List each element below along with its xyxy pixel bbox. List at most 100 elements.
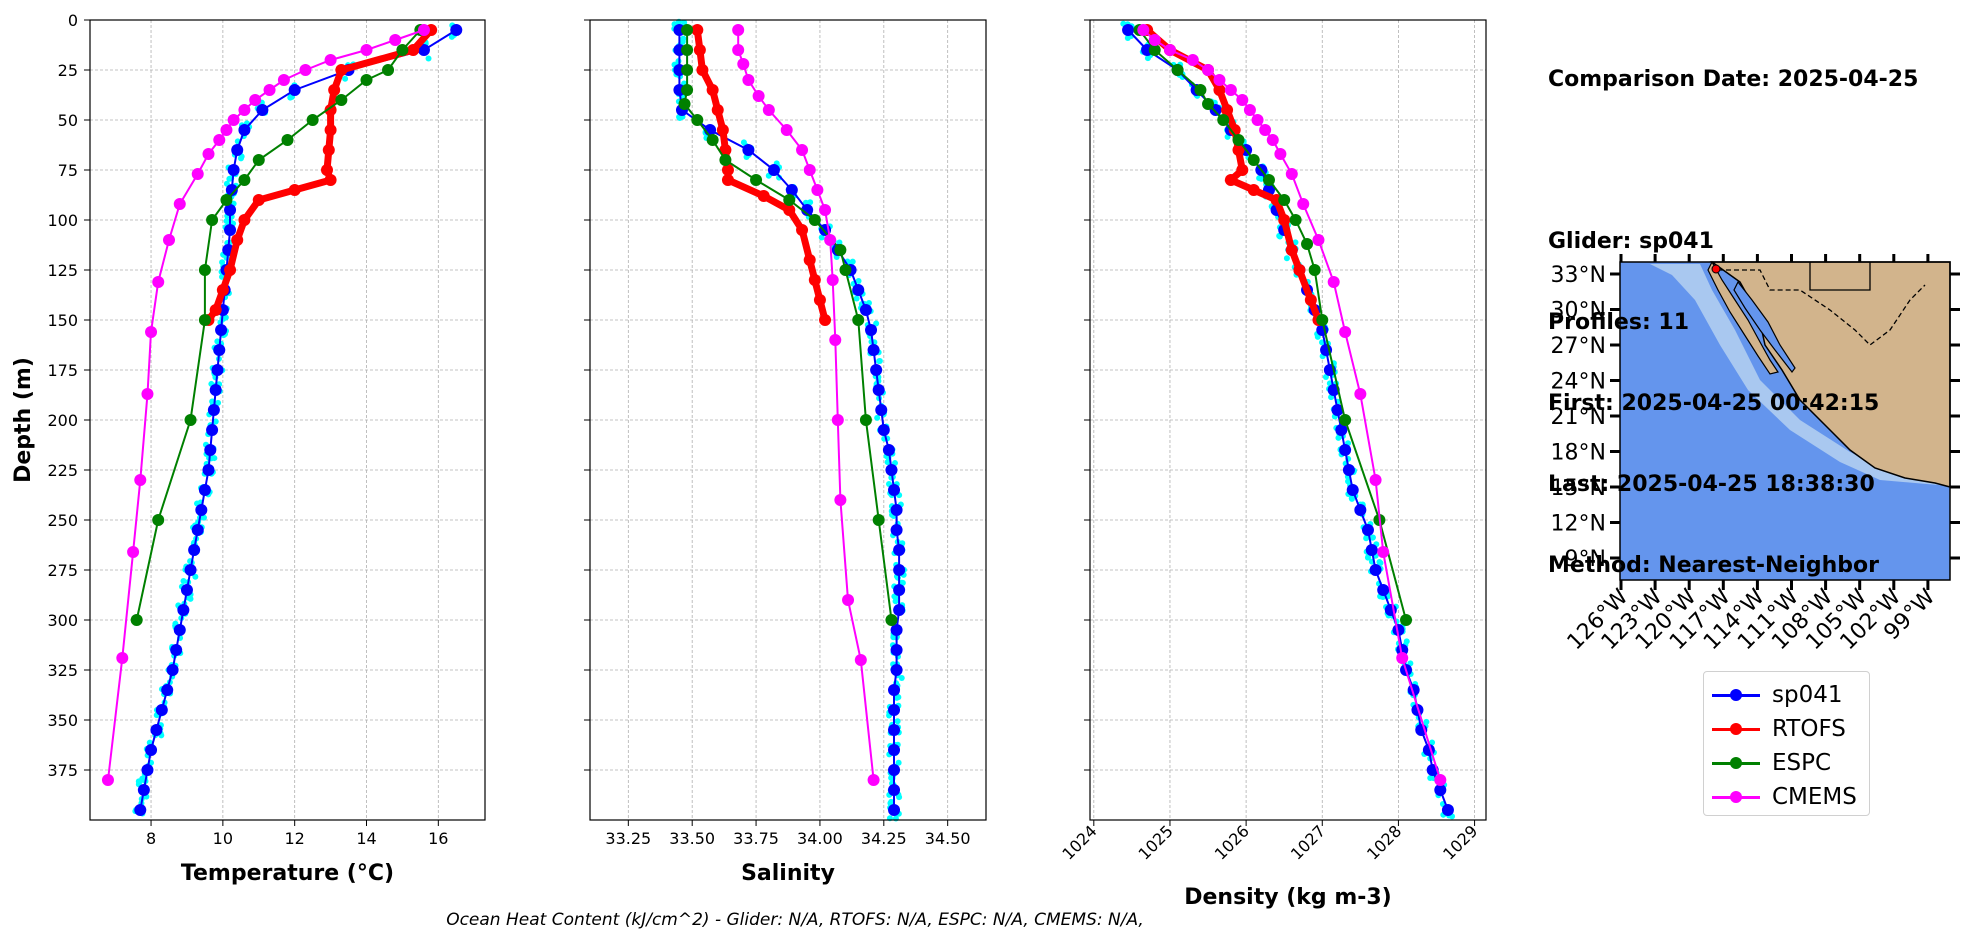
marker-cmems xyxy=(141,388,154,400)
marker-cmems xyxy=(1148,34,1161,46)
legend-item-rtofs: RTOFS xyxy=(1712,714,1846,744)
marker-espc xyxy=(808,214,821,226)
marker-sp041 xyxy=(1441,804,1454,816)
glider-scatter-point xyxy=(223,218,230,225)
marker-sp041 xyxy=(215,324,228,336)
marker-cmems xyxy=(819,204,832,216)
marker-espc xyxy=(681,64,694,76)
marker-sp041 xyxy=(888,744,901,756)
info-last: Last: 2025-04-25 18:38:30 xyxy=(1548,472,1875,497)
marker-sp041 xyxy=(885,464,898,476)
marker-sp041 xyxy=(288,84,301,96)
marker-espc xyxy=(834,244,847,256)
marker-cmems xyxy=(1202,64,1215,76)
marker-rtofs xyxy=(691,24,704,36)
marker-sp041 xyxy=(224,204,237,216)
series-line-cmems xyxy=(107,29,425,781)
marker-cmems xyxy=(1396,652,1409,664)
marker-rtofs xyxy=(252,194,265,206)
marker-rtofs xyxy=(706,84,719,96)
marker-rtofs xyxy=(808,274,821,286)
map-lat-label: 15°N xyxy=(1551,476,1606,501)
marker-cmems xyxy=(263,84,276,96)
x-tick-label: 12 xyxy=(285,829,305,848)
marker-rtofs xyxy=(328,84,341,96)
marker-sp041 xyxy=(767,164,780,176)
marker-espc xyxy=(1247,154,1260,166)
legend-label-espc: ESPC xyxy=(1772,750,1832,776)
marker-rtofs xyxy=(803,254,816,266)
marker-cmems xyxy=(737,58,750,70)
marker-sp041 xyxy=(888,784,901,796)
glider-scatter-point xyxy=(1292,239,1299,246)
marker-rtofs xyxy=(324,174,337,186)
marker-cmems xyxy=(1327,276,1340,288)
legend-swatch-rtofs xyxy=(1712,722,1760,735)
marker-espc xyxy=(691,114,704,126)
x-tick-label: 1028 xyxy=(1363,821,1405,863)
legend-item-espc: ESPC xyxy=(1712,748,1831,778)
marker-sp041 xyxy=(227,164,240,176)
map-glider-marker xyxy=(1711,264,1721,274)
marker-cmems xyxy=(829,334,842,346)
x-tick-label: 34.25 xyxy=(861,829,907,848)
glider-scatter-point xyxy=(855,278,862,285)
marker-sp041 xyxy=(161,684,174,696)
marker-rtofs xyxy=(321,164,333,176)
marker-cmems xyxy=(213,134,226,146)
marker-sp041 xyxy=(888,484,901,496)
marker-rtofs xyxy=(322,144,335,156)
marker-cmems xyxy=(842,594,855,606)
marker-sp041 xyxy=(150,724,163,736)
marker-espc xyxy=(750,174,763,186)
marker-cmems xyxy=(173,198,186,210)
marker-rtofs xyxy=(238,214,251,226)
map-gulf xyxy=(1733,280,1796,373)
marker-sp041 xyxy=(188,544,201,556)
marker-sp041 xyxy=(141,764,154,776)
marker-cmems xyxy=(867,774,880,786)
marker-sp041 xyxy=(204,444,217,456)
map-frame xyxy=(1619,261,1951,581)
y-tick-label: 0 xyxy=(68,11,78,30)
x-axis-label: Density (kg m-3) xyxy=(1184,885,1392,910)
glider-scatter-point xyxy=(874,414,881,421)
y-tick-label: 50 xyxy=(58,111,78,130)
map-shelf xyxy=(1650,264,1950,486)
glider-scatter-point xyxy=(135,778,142,785)
marker-espc xyxy=(281,134,294,146)
x-tick-label: 14 xyxy=(356,829,376,848)
marker-cmems xyxy=(824,234,837,246)
map-lat-label: 24°N xyxy=(1551,370,1606,395)
marker-sp041 xyxy=(801,204,814,216)
glider-scatter-point xyxy=(888,774,895,781)
marker-sp041 xyxy=(852,284,865,296)
marker-espc xyxy=(681,84,694,96)
marker-espc xyxy=(396,44,409,56)
glider-scatter-point xyxy=(1364,554,1371,561)
marker-espc xyxy=(859,414,872,426)
marker-sp041 xyxy=(1335,424,1348,436)
x-axis-label: Salinity xyxy=(741,861,835,886)
glider-scatter-point xyxy=(425,55,432,62)
legend-label-rtofs: RTOFS xyxy=(1772,716,1846,742)
marker-cmems xyxy=(1213,74,1226,86)
glider-scatter-point xyxy=(895,759,902,766)
map-border xyxy=(1718,269,1926,346)
marker-sp041 xyxy=(184,564,197,576)
marker-espc xyxy=(206,214,219,226)
glider-scatter-point xyxy=(1377,559,1384,566)
marker-rtofs xyxy=(1278,214,1291,226)
marker-cmems xyxy=(1434,774,1447,786)
glider-scatter-point xyxy=(1403,638,1410,645)
marker-sp041 xyxy=(173,624,186,636)
legend-item-cmems: CMEMS xyxy=(1712,782,1857,812)
marker-sp041 xyxy=(888,724,901,736)
marker-sp041 xyxy=(1365,544,1378,556)
glider-scatter-point xyxy=(212,418,219,425)
y-tick-label: 350 xyxy=(47,711,78,730)
glider-scatter-point xyxy=(899,579,906,586)
marker-espc xyxy=(1148,44,1161,56)
legend-swatch-cmems xyxy=(1712,790,1760,803)
marker-sp041 xyxy=(177,604,190,616)
